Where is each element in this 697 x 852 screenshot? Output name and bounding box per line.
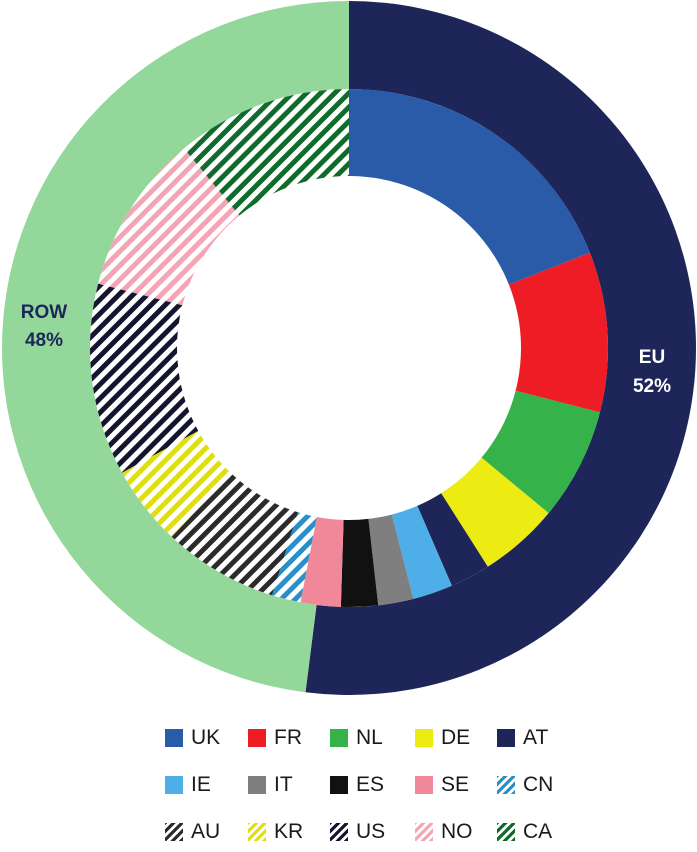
inner-slice-no: [98, 148, 240, 306]
inner-slice-uk: [349, 89, 590, 285]
legend-label-us: US: [356, 820, 386, 843]
legend-label-it: IT: [274, 773, 293, 796]
legend-swatch-it: [248, 776, 266, 794]
outer-label-row-name: ROW: [21, 302, 68, 323]
outer-label-eu-percent: 52%: [633, 376, 671, 397]
inner-slice-us: [90, 283, 199, 473]
legend-item-nl: NL: [330, 718, 383, 758]
inner-slice-cn: [272, 512, 317, 603]
legend-item-ca: CA: [497, 812, 552, 852]
inner-slice-nl: [481, 390, 600, 514]
legend-item-at: AT: [497, 718, 548, 758]
legend-label-fr: FR: [274, 726, 302, 749]
inner-slice-es: [340, 518, 379, 607]
inner-slice-fr: [508, 252, 608, 413]
legend-swatch-cn: [497, 776, 515, 794]
legend-label-au: AU: [191, 820, 221, 843]
inner-slice-ie: [391, 505, 452, 599]
legend-swatch-se: [415, 776, 433, 794]
outer-slice-row: [2, 1, 349, 693]
legend-label-uk: UK: [191, 726, 221, 749]
legend-label-ca: CA: [523, 820, 553, 843]
inner-slice-se: [300, 516, 344, 607]
donut-chart: ROW 48% EU 52%: [2, 1, 697, 695]
outer-ring: [2, 1, 697, 695]
legend-swatch-ie: [165, 776, 183, 794]
legend-item-cn: CN: [497, 765, 553, 805]
inner-slice-at: [417, 493, 488, 586]
legend-item-no: NO: [415, 812, 473, 852]
inner-slice-kr: [122, 430, 232, 537]
legend-label-kr: KR: [274, 820, 304, 843]
legend-swatch-ca: [497, 823, 515, 841]
legend-swatch-us: [330, 823, 348, 841]
legend-item-uk: UK: [165, 718, 220, 758]
inner-slice-ca: [183, 89, 349, 216]
outer-label-row-percent: 48%: [25, 330, 63, 351]
legend: UK FR NL DE AT IE IT ES SE CN AU KR US NO CA: [0, 718, 697, 850]
legend-swatch-fr: [248, 729, 266, 747]
legend-label-nl: NL: [356, 726, 383, 749]
legend-swatch-es: [330, 776, 348, 794]
inner-slice-de: [441, 457, 549, 567]
legend-label-de: DE: [441, 726, 471, 749]
inner-ring: [90, 89, 608, 607]
legend-item-kr: KR: [248, 812, 303, 852]
legend-label-se: SE: [441, 773, 470, 796]
legend-swatch-uk: [165, 729, 183, 747]
legend-item-es: ES: [330, 765, 384, 805]
outer-slice-eu: [305, 1, 697, 695]
legend-label-no: NO: [441, 820, 473, 843]
legend-swatch-au: [165, 823, 183, 841]
legend-label-at: AT: [523, 726, 549, 749]
outer-label-eu-name: EU: [639, 347, 665, 368]
inner-slice-it: [368, 514, 414, 606]
legend-item-us: US: [330, 812, 385, 852]
legend-item-fr: FR: [248, 718, 302, 758]
legend-label-ie: IE: [191, 773, 211, 796]
legend-item-se: SE: [415, 765, 469, 805]
legend-item-ie: IE: [165, 765, 211, 805]
legend-swatch-kr: [248, 823, 266, 841]
legend-item-de: DE: [415, 718, 470, 758]
legend-item-au: AU: [165, 812, 220, 852]
legend-swatch-no: [415, 823, 433, 841]
legend-label-es: ES: [356, 773, 385, 796]
inner-slice-au: [171, 473, 298, 596]
legend-item-it: IT: [248, 765, 293, 805]
legend-label-cn: CN: [523, 773, 554, 796]
legend-swatch-at: [497, 729, 515, 747]
legend-swatch-de: [415, 729, 433, 747]
legend-swatch-nl: [330, 729, 348, 747]
